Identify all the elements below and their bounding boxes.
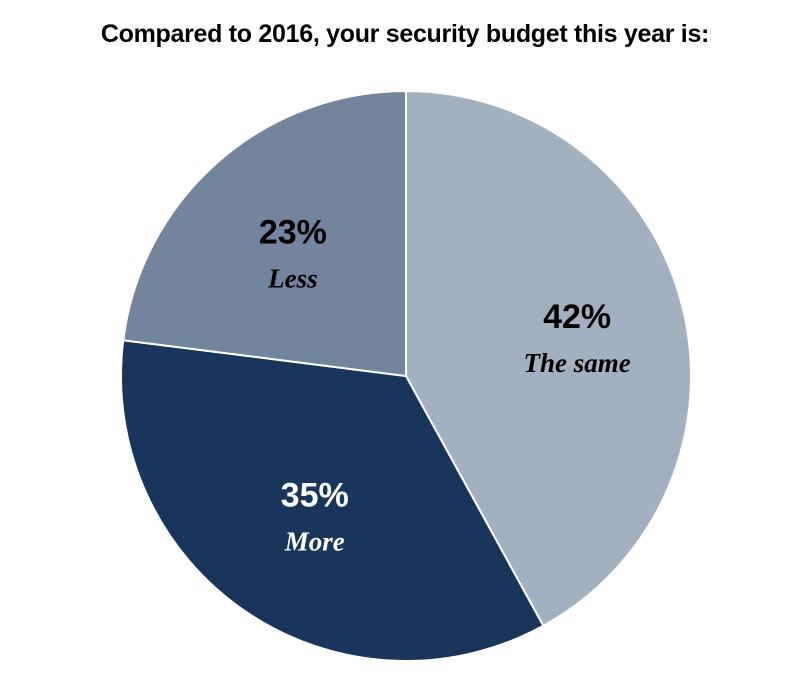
pie-category-label: The same xyxy=(523,348,630,378)
pie-labels: 42% The same 35% More 23% Less xyxy=(259,214,631,557)
pie-category-label: Less xyxy=(267,264,318,294)
pie-slice-less xyxy=(122,90,407,377)
pie-slice-more xyxy=(120,339,545,662)
pie-value-label: 42% xyxy=(543,298,611,336)
pie-value-label: 35% xyxy=(281,476,349,514)
pie-slices xyxy=(120,90,692,662)
pie-category-label: More xyxy=(284,526,345,556)
pie-slice-the-same xyxy=(405,90,692,627)
chart-title: Compared to 2016, your security budget t… xyxy=(100,20,710,48)
pie-value-label: 23% xyxy=(259,214,327,252)
